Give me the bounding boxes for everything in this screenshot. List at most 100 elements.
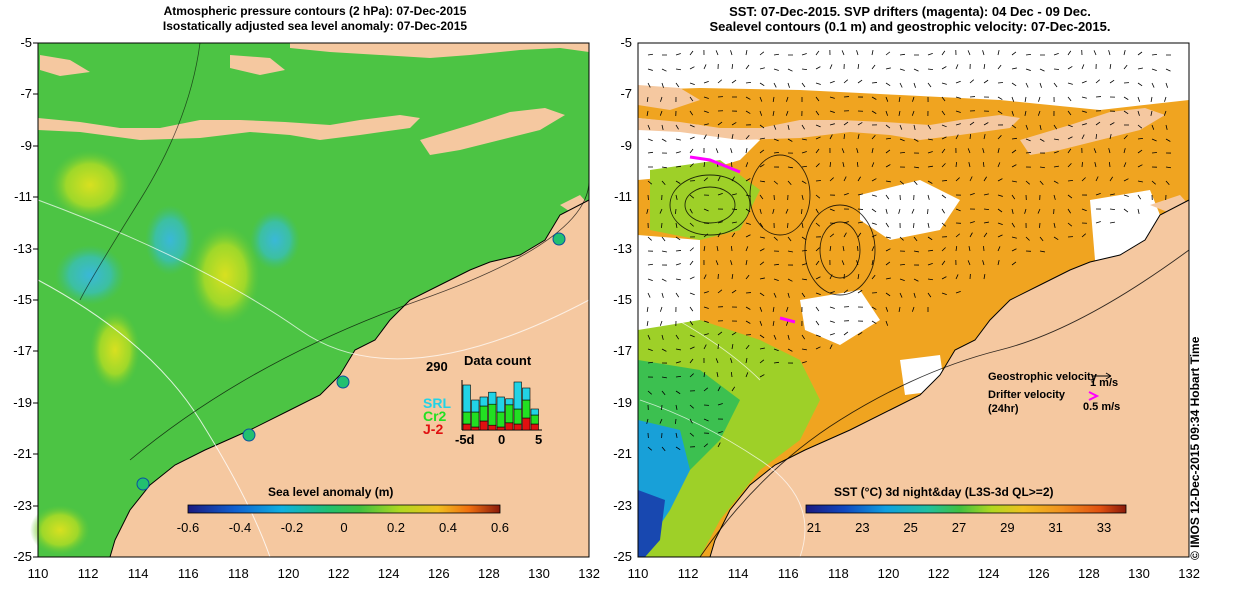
velocity-arrow — [997, 64, 1002, 70]
velocity-arrow — [745, 260, 748, 266]
velocity-arrow — [675, 263, 681, 266]
velocity-arrow — [899, 263, 906, 266]
velocity-arrow — [787, 68, 793, 72]
velocity-arrow — [731, 221, 737, 224]
velocity-arrow — [982, 148, 985, 154]
velocity-arrow — [927, 292, 932, 298]
velocity-arrow — [983, 232, 988, 238]
velocity-arrow — [661, 222, 663, 229]
velocity-arrow — [730, 50, 733, 56]
velocity-arrow — [689, 50, 694, 56]
velocity-arrow — [1025, 236, 1030, 241]
velocity-arrow — [815, 306, 820, 312]
velocity-arrow — [885, 320, 889, 326]
velocity-arrow — [1025, 138, 1031, 142]
velocity-arrow — [1038, 96, 1041, 102]
data-count-bar-srl — [530, 408, 539, 416]
x-tick-label: 124 — [977, 566, 1000, 581]
colorbar-tick-label: -0.6 — [176, 520, 200, 535]
velocity-arrow — [716, 372, 719, 378]
velocity-arrow — [898, 110, 901, 116]
velocity-arrow — [773, 292, 777, 298]
velocity-arrow — [1039, 166, 1046, 169]
velocity-arrow — [941, 163, 946, 168]
velocity-arrow — [899, 292, 903, 298]
velocity-arrow — [1164, 96, 1167, 102]
colorbar-tick-label: -0.2 — [280, 520, 304, 535]
velocity-arrow — [689, 404, 694, 409]
velocity-arrow — [857, 134, 860, 140]
velocity-arrow — [1067, 148, 1072, 154]
velocity-arrow — [829, 177, 834, 182]
velocity-arrow — [689, 260, 694, 266]
velocity-arrow — [1039, 180, 1044, 186]
velocity-arrow — [703, 387, 709, 392]
velocity-arrow — [717, 176, 721, 182]
data-count-legend-j-2: J-2 — [423, 421, 444, 437]
velocity-arrow — [1039, 82, 1042, 88]
velocity-arrow — [955, 80, 961, 84]
velocity-arrow — [898, 208, 901, 214]
velocity-arrow — [661, 446, 666, 452]
velocity-arrow — [927, 68, 934, 70]
velocity-arrow — [829, 80, 835, 84]
velocity-arrow — [1151, 82, 1155, 88]
velocity-arrow — [703, 134, 707, 140]
velocity-arrow — [1039, 222, 1041, 229]
velocity-arrow — [759, 82, 765, 86]
velocity-arrow — [983, 193, 989, 196]
velocity-arrow — [1095, 192, 1101, 196]
velocity-arrow — [801, 53, 807, 56]
data-count-bar-j2 — [530, 423, 539, 431]
velocity-arrow — [689, 320, 694, 326]
data-count-title: Data count — [464, 353, 532, 368]
velocity-arrow — [1011, 236, 1017, 239]
velocity-arrow — [885, 306, 889, 312]
velocity-arrow — [675, 292, 680, 298]
velocity-arrow — [689, 358, 694, 364]
velocity-arrow — [689, 418, 693, 424]
velocity-arrow — [1011, 67, 1017, 70]
velocity-arrow — [815, 50, 820, 56]
velocity-arrow — [1165, 124, 1168, 130]
velocity-arrow — [1053, 52, 1059, 56]
velocity-arrow — [1151, 54, 1158, 56]
left-title-line2: Isostatically adjusted sea level anomaly… — [162, 19, 468, 33]
velocity-arrow — [1081, 208, 1087, 212]
velocity-arrow — [659, 306, 663, 312]
colorbar-tick-label: 0.6 — [490, 520, 510, 535]
data-count-bar-srl — [479, 396, 488, 407]
velocity-arrow — [661, 292, 664, 298]
velocity-arrow — [1011, 222, 1015, 228]
velocity-arrow — [997, 194, 1003, 197]
velocity-arrow — [899, 152, 906, 154]
velocity-arrow — [1137, 110, 1140, 116]
velocity-arrow — [843, 289, 849, 294]
x-tick-label: 112 — [77, 566, 99, 581]
velocity-arrow — [1081, 64, 1085, 70]
velocity-arrow — [717, 121, 723, 126]
velocity-arrow — [1137, 124, 1143, 129]
velocity-arrow — [1053, 82, 1058, 88]
velocity-arrow — [703, 246, 706, 252]
right-title: SST: 07-Dec-2015. SVP drifters (magenta)… — [630, 4, 1190, 34]
data-count-bar-srl — [471, 399, 480, 413]
data-count-chart — [461, 380, 542, 431]
velocity-arrow — [899, 124, 903, 130]
velocity-arrow — [801, 151, 807, 154]
velocity-arrow — [801, 138, 807, 141]
y-tick-label: -19 — [613, 394, 632, 410]
velocity-arrow — [759, 96, 763, 102]
velocity-arrow — [1137, 180, 1143, 183]
velocity-arrow — [801, 292, 806, 298]
velocity-arrow — [675, 348, 681, 351]
velocity-arrow — [829, 333, 835, 336]
velocity-arrow — [1123, 162, 1127, 168]
velocity-arrow — [759, 51, 765, 56]
velocity-arrow — [1067, 96, 1072, 102]
x-tick-label: 128 — [478, 566, 500, 581]
velocity-arrow — [689, 334, 695, 338]
y-tick-label: -25 — [613, 549, 632, 564]
velocity-arrow — [829, 291, 835, 294]
velocity-arrow — [1053, 236, 1059, 241]
